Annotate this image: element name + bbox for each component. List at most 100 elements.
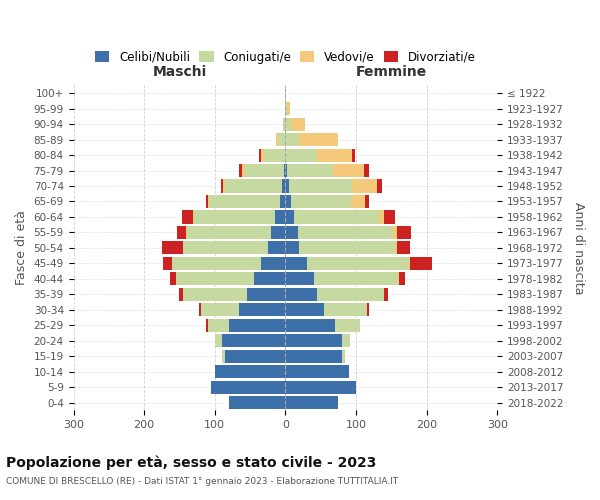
Bar [283,118,286,130]
Bar [264,148,286,162]
Bar [222,350,226,362]
Bar [397,226,411,239]
Bar [239,303,286,316]
Bar [194,210,275,224]
Bar [259,148,260,162]
Bar [229,396,286,409]
Bar [208,318,229,332]
Bar [291,118,305,130]
Bar [286,164,287,177]
Bar [271,226,286,239]
Bar [208,195,209,208]
Bar [200,303,239,316]
Bar [222,334,286,347]
Bar [209,195,280,208]
Bar [199,303,200,316]
Text: Maschi: Maschi [152,64,206,78]
Bar [286,334,342,347]
Bar [268,242,286,254]
Bar [286,365,349,378]
Bar [286,272,314,285]
Bar [284,102,286,116]
Bar [284,164,286,177]
Bar [397,242,410,254]
Bar [307,257,409,270]
Bar [176,272,254,285]
Bar [286,350,342,362]
Bar [226,180,282,192]
Bar [286,180,289,192]
Bar [352,180,377,192]
Bar [286,257,307,270]
Bar [384,288,388,301]
Bar [215,365,286,378]
Bar [260,148,264,162]
Bar [286,195,291,208]
Bar [286,102,287,116]
Bar [409,257,410,270]
Bar [384,210,395,224]
Bar [186,226,187,239]
Bar [286,396,338,409]
Y-axis label: Anni di nascita: Anni di nascita [572,202,585,294]
Bar [260,257,286,270]
Bar [367,303,368,316]
Bar [394,226,397,239]
Bar [176,226,186,239]
Bar [286,380,356,394]
Bar [170,272,176,285]
Bar [286,242,299,254]
Bar [395,242,397,254]
Bar [286,318,335,332]
Bar [245,164,284,177]
Bar [206,195,208,208]
Bar [359,318,360,332]
Y-axis label: Fasce di età: Fasce di età [15,210,28,286]
Bar [352,148,355,162]
Bar [162,242,183,254]
Bar [342,334,350,347]
Legend: Celibi/Nubili, Coniugati/e, Vedovi/e, Divorziati/e: Celibi/Nubili, Coniugati/e, Vedovi/e, Di… [91,46,480,68]
Bar [221,180,223,192]
Bar [298,226,394,239]
Bar [365,195,368,208]
Bar [172,257,260,270]
Bar [187,226,271,239]
Bar [351,195,365,208]
Bar [324,303,367,316]
Bar [211,380,286,394]
Bar [229,318,286,332]
Bar [299,133,338,146]
Bar [335,318,359,332]
Bar [317,288,384,301]
Bar [299,242,395,254]
Bar [247,288,286,301]
Bar [183,288,247,301]
Bar [398,272,399,285]
Bar [179,288,183,301]
Bar [286,118,291,130]
Bar [254,272,286,285]
Bar [275,210,286,224]
Bar [282,180,286,192]
Bar [286,133,299,146]
Bar [223,180,226,192]
Bar [280,195,286,208]
Bar [286,148,317,162]
Bar [206,318,208,332]
Bar [193,210,194,224]
Bar [286,288,317,301]
Bar [287,102,290,116]
Bar [291,195,351,208]
Bar [183,242,268,254]
Bar [314,272,398,285]
Bar [286,303,324,316]
Bar [342,350,346,362]
Bar [278,133,286,146]
Bar [286,226,298,239]
Bar [399,272,404,285]
Bar [410,257,431,270]
Bar [182,210,193,224]
Bar [226,350,286,362]
Bar [163,257,172,270]
